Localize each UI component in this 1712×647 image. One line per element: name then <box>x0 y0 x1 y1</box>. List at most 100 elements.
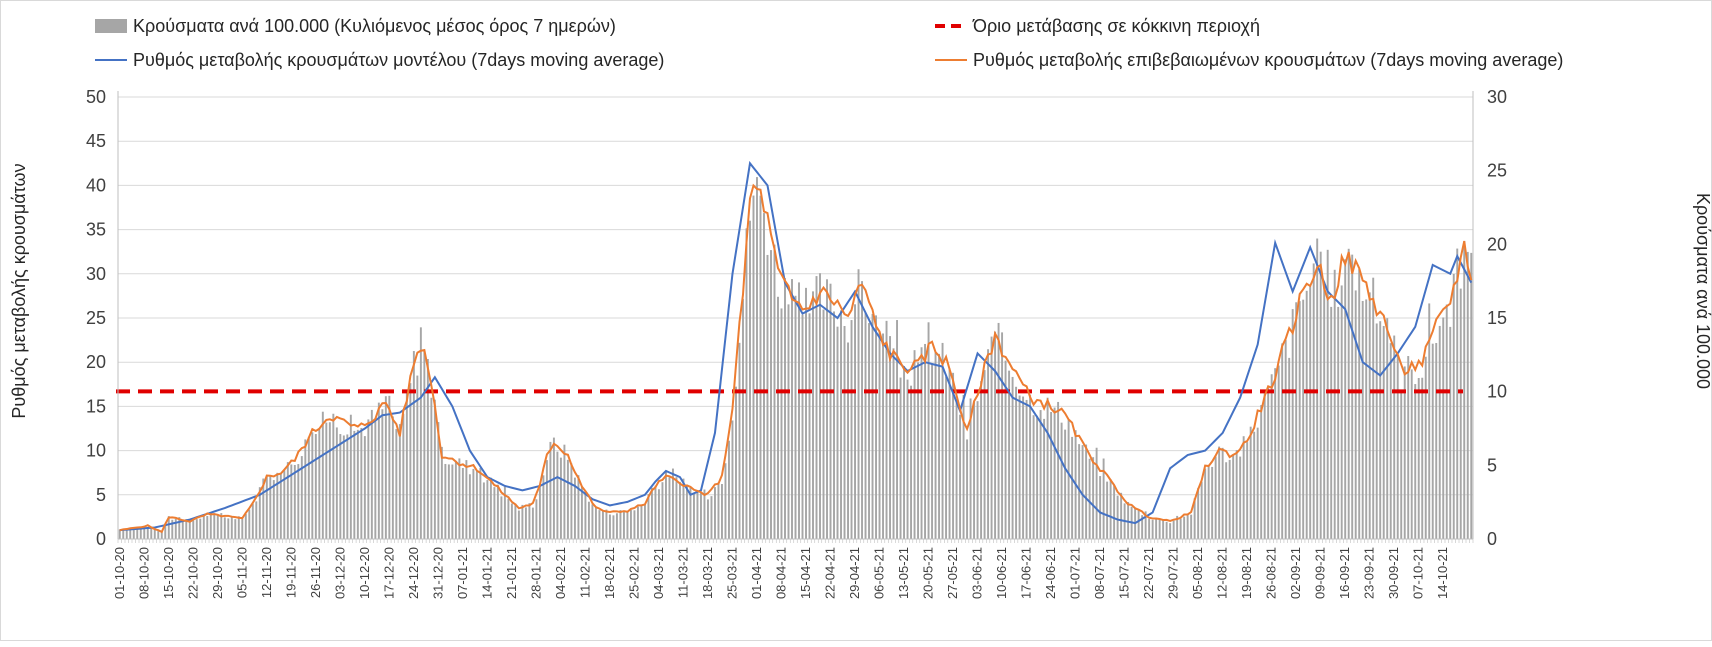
bar <box>1288 357 1291 539</box>
x-tick-label: 25-02-21 <box>626 547 641 599</box>
bar <box>482 482 485 539</box>
bar <box>738 342 741 539</box>
bar <box>1330 306 1333 539</box>
bar <box>1242 436 1245 539</box>
x-tick-label: 15-10-20 <box>161 547 176 599</box>
bar <box>384 396 387 539</box>
bar <box>559 457 562 539</box>
bar <box>1158 519 1161 539</box>
bar <box>896 320 898 539</box>
bar <box>1141 515 1144 539</box>
x-tick-label: 01-10-20 <box>112 547 127 599</box>
bar <box>1400 390 1403 539</box>
x-tick-label: 10-12-20 <box>357 547 372 599</box>
bar <box>1025 399 1028 539</box>
bar <box>1284 339 1287 539</box>
bar <box>636 506 639 539</box>
bar <box>1218 446 1221 539</box>
bar <box>531 507 534 539</box>
bar <box>594 506 597 539</box>
bar <box>976 401 979 539</box>
bar <box>1092 457 1095 539</box>
bar <box>952 372 955 539</box>
bar <box>286 462 289 539</box>
x-tick-label: 29-07-21 <box>1166 547 1181 599</box>
bar <box>801 314 804 539</box>
bar <box>486 480 489 539</box>
y-left-tick-label: 5 <box>96 485 106 505</box>
bar <box>153 529 156 539</box>
bar <box>423 350 426 539</box>
bar <box>1351 254 1354 539</box>
bar <box>983 370 986 539</box>
bar <box>671 468 674 539</box>
legend-threshold-label: Όριο μετάβασης σε κόκκινη περιοχή <box>972 16 1260 36</box>
bar <box>321 411 324 539</box>
bar <box>416 375 419 539</box>
bar <box>479 467 482 539</box>
bar <box>199 518 202 539</box>
bar <box>633 510 636 539</box>
x-tick-label: 05-08-21 <box>1190 547 1205 599</box>
bar <box>556 451 559 539</box>
y-right-tick-label: 25 <box>1487 161 1507 181</box>
x-tick-label: 07-01-21 <box>455 547 470 599</box>
y-right-tick-label: 20 <box>1487 234 1507 254</box>
bar <box>629 510 632 539</box>
y-left-tick-label: 35 <box>86 220 106 240</box>
x-tick-label: 06-05-21 <box>872 547 887 599</box>
x-tick-label: 07-10-21 <box>1411 547 1426 599</box>
bar <box>349 414 352 539</box>
bar <box>1137 509 1140 539</box>
bar <box>1151 519 1154 539</box>
bar <box>552 437 555 539</box>
y-left-tick-label: 0 <box>96 529 106 549</box>
x-tick-label: 09-09-21 <box>1313 547 1328 599</box>
bar <box>822 309 825 539</box>
bar <box>1179 518 1182 539</box>
x-tick-label: 04-03-21 <box>651 547 666 599</box>
bar <box>391 416 394 539</box>
bar <box>1015 386 1018 539</box>
bar <box>269 475 272 539</box>
bar <box>1018 395 1021 539</box>
x-tick-label: 08-10-20 <box>136 547 151 599</box>
bar <box>195 519 198 539</box>
x-tick-label: 18-02-21 <box>602 547 617 599</box>
legend-bars-swatch <box>95 19 127 33</box>
bar <box>143 526 146 539</box>
bar <box>1456 248 1459 539</box>
bar <box>493 487 496 539</box>
bar <box>538 486 541 539</box>
bar <box>1099 476 1102 539</box>
bar <box>601 511 604 539</box>
y-right-tick-label: 30 <box>1487 87 1507 107</box>
bar <box>374 418 377 539</box>
bar <box>661 482 664 539</box>
bar <box>1274 368 1277 539</box>
bar <box>1200 481 1203 539</box>
bar <box>171 519 174 539</box>
bar <box>766 254 769 539</box>
bar <box>1295 302 1298 539</box>
bar <box>889 336 891 539</box>
bar <box>1148 518 1151 539</box>
bar <box>857 269 860 539</box>
confirmed-series-line <box>119 183 1473 534</box>
bar <box>1442 317 1445 539</box>
bar <box>335 427 338 539</box>
x-tick-label: 26-08-21 <box>1264 547 1279 599</box>
bar <box>328 422 331 539</box>
bar <box>955 399 958 539</box>
lines-layer <box>119 160 1473 534</box>
bar <box>724 463 727 539</box>
bar <box>1190 514 1193 539</box>
bar <box>864 312 867 539</box>
bar <box>686 485 688 539</box>
bar <box>931 364 934 539</box>
bar <box>815 276 818 539</box>
bar <box>1312 263 1315 539</box>
bar <box>1379 321 1382 539</box>
bar <box>994 331 997 539</box>
bar <box>164 524 167 539</box>
